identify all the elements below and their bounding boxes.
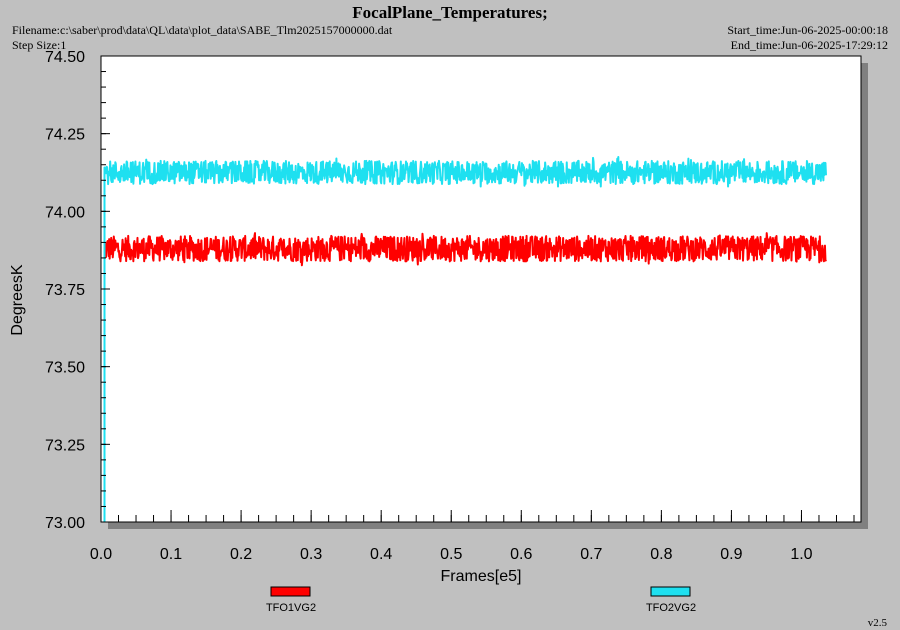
x-tick-label: 0.3 [300,546,322,563]
y-tick-label: 74.00 [45,204,85,221]
step-size-label: Step Size:1 [12,38,66,52]
x-tick-label: 0.9 [720,546,742,563]
legend-swatch-tfo2vg2 [650,586,691,597]
legend-swatch-tfo1vg2 [270,586,311,597]
x-tick-label: 0.8 [650,546,672,563]
x-tick-label: 0.7 [580,546,602,563]
legend-label-tfo1vg2: TFO1VG2 [266,602,316,614]
x-tick-label: 1.0 [790,546,812,563]
plot-area [100,55,862,523]
y-tick-label: 74.25 [45,127,85,144]
y-tick-label: 73.75 [45,282,85,299]
x-axis-title: Frames[e5] [441,568,522,585]
filename-label: Filename:c:\saber\prod\data\QL\data\plot… [12,23,393,37]
x-tick-label: 0.1 [160,546,182,563]
x-tick-label: 0.0 [90,546,112,563]
y-tick-label: 73.50 [45,360,85,377]
x-tick-label: 0.4 [370,546,392,563]
x-tick-labels: 0.0 0.1 0.2 0.3 0.4 0.5 0.6 0.7 0.8 0.9 1.0 [90,546,813,563]
version-label: v2.5 [868,617,888,629]
y-tick-label: 74.50 [45,49,85,66]
x-tick-label: 0.2 [230,546,252,563]
y-tick-label: 73.00 [45,515,85,532]
x-tick-label: 0.5 [440,546,462,563]
y-tick-labels: 73.00 73.25 73.50 73.75 74.00 74.25 74.50 [45,49,85,532]
end-time-label: End_time:Jun-06-2025-17:29:12 [731,38,888,52]
legend-label-tfo2vg2: TFO2VG2 [646,602,696,614]
series-line-tfo1vg2 [103,232,827,267]
series-layer [103,155,827,522]
y-axis-title: DegreesK [9,264,26,335]
start-time-label: Start_time:Jun-06-2025-00:00:18 [727,23,888,37]
chart-title: FocalPlane_Temperatures; [352,3,547,22]
y-tick-label: 73.25 [45,437,85,454]
x-tick-label: 0.6 [510,546,532,563]
series-line-tfo2vg2 [103,155,827,522]
